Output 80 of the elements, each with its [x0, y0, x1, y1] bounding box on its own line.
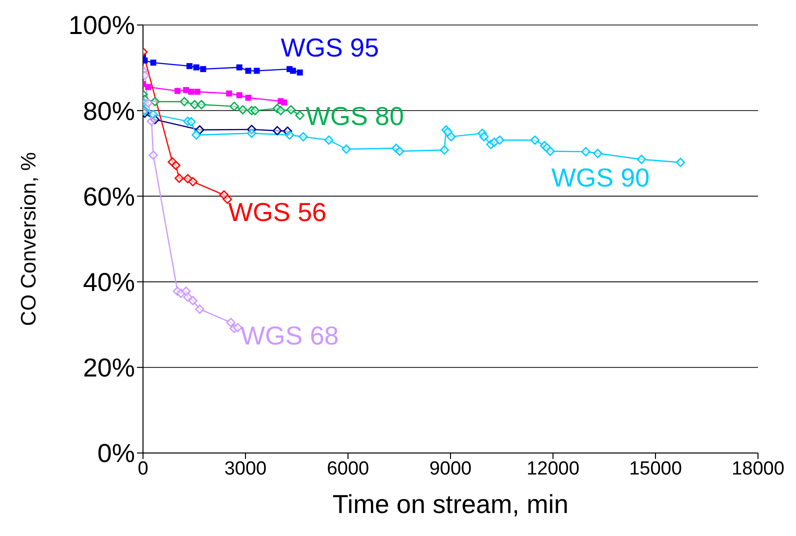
point: [186, 63, 192, 70]
point: [150, 60, 156, 66]
point: [250, 106, 260, 116]
point: [148, 150, 158, 160]
x-tick-label: 12000: [526, 458, 580, 480]
x-axis-title: Time on stream, min: [332, 489, 568, 519]
point: [281, 99, 288, 106]
point: [636, 154, 646, 164]
point: [190, 100, 200, 110]
point: [183, 87, 190, 94]
point: [145, 84, 152, 90]
point: [188, 296, 198, 306]
point: [295, 110, 304, 120]
point: [324, 135, 334, 145]
point: [546, 146, 555, 156]
x-tick-label: 15000: [629, 458, 682, 480]
point: [286, 105, 296, 114]
y-tick-label: 80%: [82, 96, 135, 126]
point: [446, 132, 456, 142]
y-tick-label: 40%: [82, 267, 135, 298]
point: [593, 148, 602, 158]
x-tick-label: 18000: [732, 458, 784, 480]
point: [186, 117, 196, 126]
point: [188, 177, 198, 186]
point: [226, 90, 232, 96]
point: [290, 68, 296, 74]
point: [530, 135, 540, 145]
point: [440, 145, 449, 155]
point: [222, 194, 232, 204]
point: [143, 58, 148, 64]
point: [254, 68, 260, 74]
point: [342, 144, 351, 154]
x-tick-label: 9000: [429, 458, 472, 480]
series-label: WGS 56: [228, 197, 327, 228]
point: [192, 130, 201, 140]
point: [236, 92, 242, 98]
point: [276, 106, 286, 116]
point: [284, 130, 294, 140]
point: [495, 135, 504, 145]
point: [174, 174, 184, 183]
point: [200, 66, 206, 72]
point: [676, 158, 686, 168]
point: [230, 102, 239, 111]
y-tick-label: 20%: [82, 352, 135, 383]
y-tick-label: 60%: [82, 181, 135, 212]
point: [143, 98, 153, 108]
point: [245, 94, 252, 101]
point: [238, 105, 248, 114]
point: [148, 110, 158, 120]
point: [171, 160, 180, 170]
point: [188, 88, 194, 95]
y-axis-title: CO Conversion, %: [17, 152, 40, 326]
x-tick-label: 6000: [326, 458, 370, 480]
point: [195, 304, 204, 314]
point: [196, 100, 206, 110]
point: [226, 318, 236, 328]
point: [394, 146, 404, 156]
point: [581, 147, 590, 156]
point: [150, 96, 160, 106]
point: [194, 88, 200, 95]
point: [180, 96, 189, 106]
x-tick-label: 3000: [224, 458, 267, 480]
point: [247, 128, 256, 138]
point: [272, 126, 282, 136]
series-label: WGS 95: [280, 32, 379, 62]
series-label: WGS 68: [240, 320, 339, 350]
point: [146, 116, 156, 126]
point: [236, 64, 242, 70]
point: [183, 174, 192, 184]
point: [296, 70, 303, 76]
point: [298, 132, 308, 142]
point: [193, 64, 200, 70]
point: [479, 132, 489, 142]
point: [174, 88, 181, 94]
series-label: WGS 90: [551, 162, 650, 192]
point: [181, 286, 191, 296]
x-tick-label: 0: [138, 458, 148, 480]
y-tick-label: 0%: [97, 438, 135, 468]
y-tick-label: 100%: [68, 10, 135, 40]
point: [245, 68, 252, 74]
